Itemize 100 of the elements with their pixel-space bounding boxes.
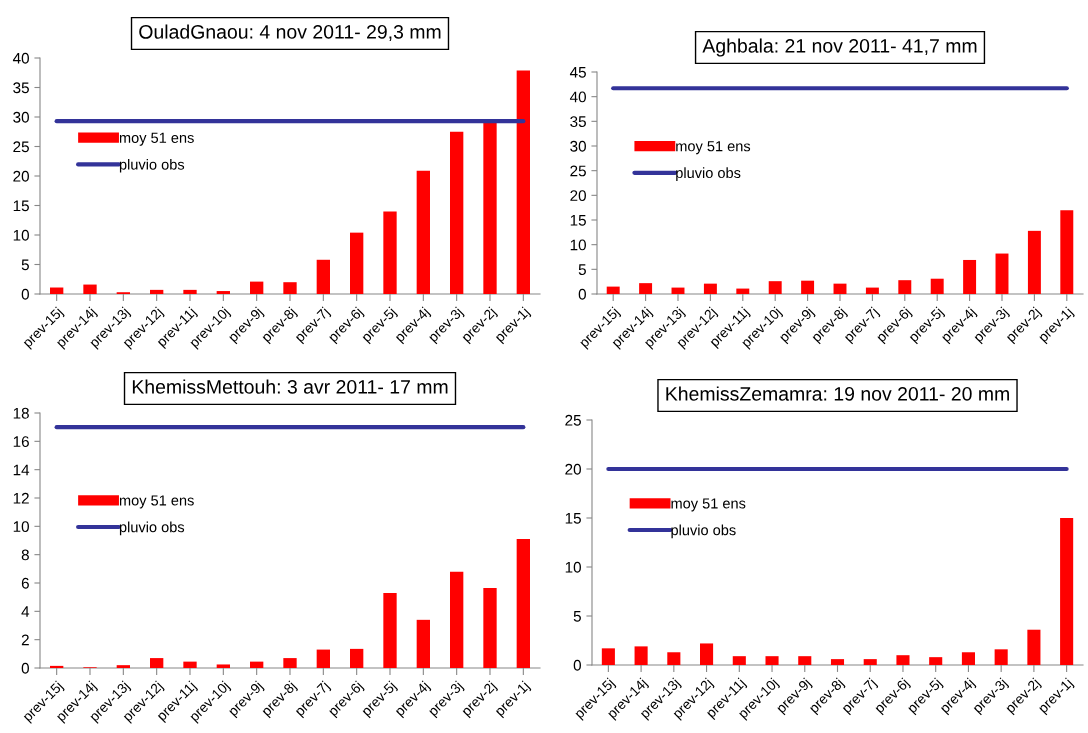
- bar: [283, 282, 297, 294]
- bar: [995, 253, 1009, 294]
- bar: [1027, 629, 1041, 665]
- y-tick-label: 5: [21, 259, 29, 271]
- legend-label: moy 51 ens: [676, 141, 751, 155]
- bar: [350, 232, 364, 294]
- bar: [833, 283, 847, 294]
- bar: [606, 286, 620, 294]
- bar: [898, 280, 912, 294]
- bar: [930, 278, 944, 294]
- bar: [1060, 210, 1074, 294]
- bar: [516, 70, 530, 294]
- bar: [83, 284, 97, 294]
- bar: [216, 291, 230, 294]
- y-tick-label: 6: [21, 577, 29, 589]
- bar: [416, 170, 430, 294]
- bar: [150, 658, 164, 668]
- bar: [801, 280, 815, 294]
- legend-label: pluvio obs: [119, 521, 185, 536]
- legend-label: pluvio obs: [119, 158, 185, 173]
- bar: [483, 587, 497, 668]
- y-tick-label: 20: [570, 190, 586, 202]
- bar: [150, 289, 164, 294]
- bar: [703, 283, 717, 294]
- bar: [450, 131, 464, 294]
- bar: [765, 656, 779, 665]
- y-tick-label: 14: [13, 464, 30, 476]
- bar: [634, 646, 648, 665]
- bar: [283, 658, 297, 668]
- y-tick-label: 35: [13, 82, 29, 94]
- y-tick-label: 4: [21, 606, 30, 617]
- y-tick-label: 10: [570, 239, 586, 251]
- bar: [994, 649, 1008, 665]
- bar: [183, 661, 197, 668]
- legend-label: pluvio obs: [676, 167, 741, 181]
- bar: [896, 655, 910, 665]
- bar: [50, 287, 64, 294]
- legend-label: pluvio obs: [671, 524, 736, 539]
- bar: [863, 659, 877, 665]
- bar: [316, 259, 330, 294]
- bar: [768, 281, 782, 294]
- bar: [250, 281, 264, 294]
- y-tick-label: 10: [13, 521, 29, 533]
- bar: [963, 259, 977, 294]
- bar: [516, 539, 530, 668]
- y-tick-label: 15: [570, 215, 586, 226]
- y-tick-label: 16: [13, 436, 29, 448]
- y-tick-label: 30: [570, 140, 586, 152]
- bar: [639, 283, 653, 294]
- y-tick-label: 0: [21, 288, 29, 300]
- bar: [601, 648, 615, 665]
- bar: [383, 211, 397, 294]
- y-tick-label: 5: [573, 611, 581, 622]
- bar: [50, 665, 64, 668]
- y-tick-label: 15: [13, 200, 29, 212]
- bar: [865, 287, 879, 294]
- chart-title: OuladGnaou: 4 nov 2011- 29,3 mm: [139, 24, 441, 42]
- legend-label: moy 51 ens: [119, 495, 194, 509]
- bar: [183, 289, 197, 294]
- y-tick-label: 15: [565, 513, 581, 524]
- bar: [250, 661, 264, 668]
- bar: [416, 619, 430, 668]
- y-tick-label: 25: [13, 141, 29, 153]
- y-tick-label: 0: [578, 288, 586, 300]
- y-tick-label: 30: [13, 111, 29, 123]
- bar: [736, 288, 750, 294]
- chart-title: KhemissMettouh: 3 avr 2011- 17 mm: [132, 379, 448, 394]
- y-tick-label: 40: [12, 52, 29, 64]
- bar: [1027, 230, 1041, 294]
- bar: [961, 652, 975, 665]
- legend-label: moy 51 ens: [119, 132, 194, 146]
- bar: [1060, 518, 1074, 665]
- legend-label: moy 51 ens: [671, 498, 746, 512]
- bar: [450, 571, 464, 668]
- bar: [798, 656, 812, 665]
- y-tick-label: 10: [13, 229, 29, 241]
- bar: [383, 592, 397, 668]
- bar: [929, 657, 943, 665]
- bar: [667, 652, 681, 665]
- y-tick-label: 2: [21, 634, 29, 646]
- bar: [830, 659, 845, 665]
- y-tick-label: 40: [569, 91, 586, 103]
- y-tick-label: 5: [578, 264, 586, 276]
- y-tick-label: 10: [565, 561, 581, 573]
- chart-title: KhemissZemamra: 19 nov 2011- 20 mm: [666, 386, 1009, 401]
- y-tick-label: 20: [13, 170, 29, 182]
- y-tick-label: 8: [21, 549, 29, 561]
- y-tick-label: 12: [13, 492, 29, 504]
- bar: [216, 664, 230, 668]
- bar: [116, 665, 130, 668]
- y-tick-label: 18: [13, 407, 29, 419]
- y-tick-label: 45: [569, 67, 586, 78]
- bar: [700, 643, 714, 665]
- y-tick-label: 35: [570, 116, 586, 128]
- chart-title: Aghbala: 21 nov 2011- 41,7 mm: [702, 38, 977, 57]
- bar: [350, 648, 364, 668]
- bar: [316, 649, 330, 668]
- y-tick-label: 25: [570, 165, 586, 177]
- bar: [483, 122, 497, 294]
- y-tick-label: 0: [21, 662, 29, 674]
